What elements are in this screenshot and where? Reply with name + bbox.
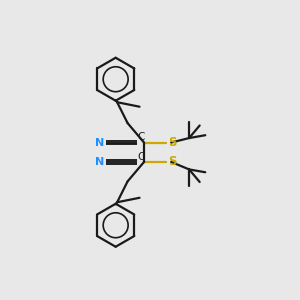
Text: C: C [138,152,145,162]
Text: C: C [138,132,145,142]
Text: N: N [95,157,104,167]
Text: S: S [168,155,177,168]
Text: N: N [95,137,104,148]
Text: S: S [168,136,177,149]
